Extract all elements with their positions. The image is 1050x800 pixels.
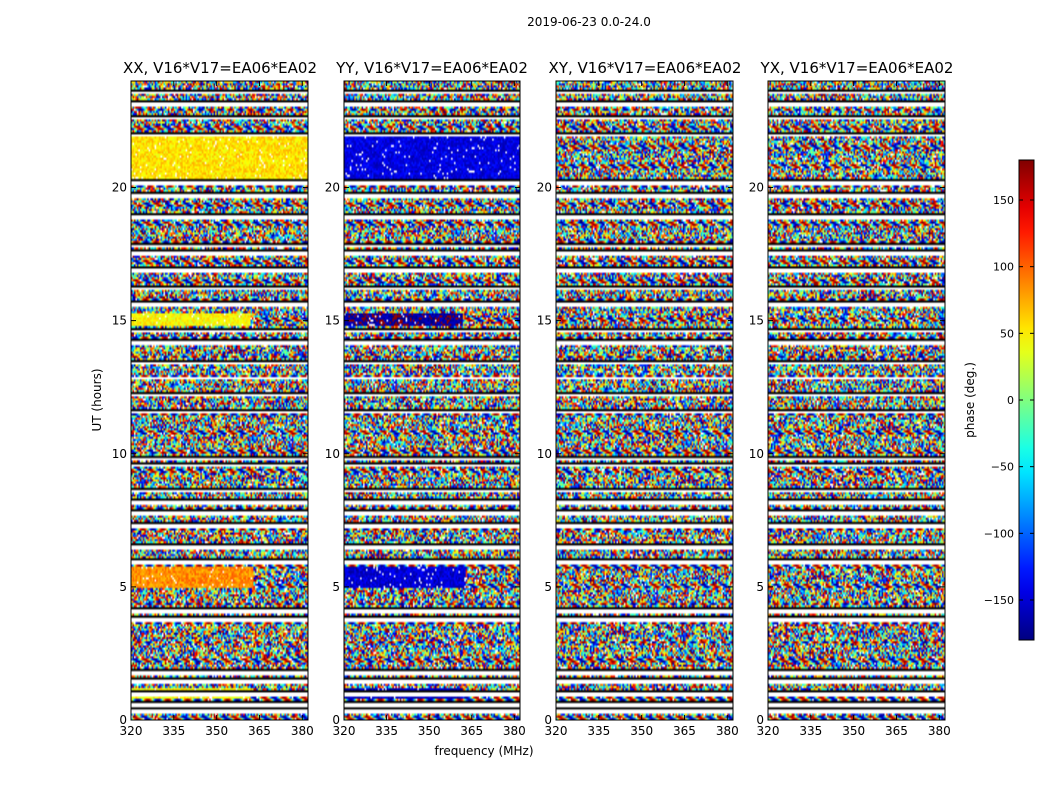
axes-frame-yx (767, 80, 946, 721)
heatmap-yy (344, 81, 520, 720)
y-tick-label: 5 (332, 580, 340, 594)
panel-title-xx: XX, V16*V17=EA06*EA02 (123, 59, 317, 77)
y-tick-label: 0 (544, 713, 552, 727)
panel-title-yx: YX, V16*V17=EA06*EA02 (760, 59, 954, 77)
colorbar-label: phase (deg.) (963, 362, 977, 438)
y-tick-label: 0 (332, 713, 340, 727)
x-tick-label: 350 (630, 724, 653, 738)
x-tick-label: 320 (333, 724, 356, 738)
x-tick-label: 335 (162, 724, 185, 738)
x-ticks-xy: 320 335 350 365 380 (545, 81, 739, 738)
axes-frame-yy (343, 80, 521, 721)
panel-title-yy: YY, V16*V17=EA06*EA02 (335, 59, 528, 77)
heatmap-yx (768, 81, 945, 720)
x-tick-label: 320 (120, 724, 143, 738)
x-ticks-yy: 320 335 350 365 380 (333, 81, 526, 738)
colorbar-tick-label: −50 (991, 461, 1014, 474)
x-tick-label: 335 (375, 724, 398, 738)
x-tick-label: 335 (587, 724, 610, 738)
y-tick-label: 10 (325, 447, 340, 461)
x-tick-label: 380 (716, 724, 739, 738)
heatmap-xy (556, 81, 733, 720)
panel-xy: XY, V16*V17=EA06*EA02 320 335 350 365 380 0 5… (537, 59, 742, 738)
y-tick-label: 10 (112, 447, 127, 461)
panel-yx: YX, V16*V17=EA06*EA02 320 335 350 365 380 0 5… (749, 59, 954, 738)
x-tick-label: 380 (503, 724, 526, 738)
colorbar-tick-label: −100 (984, 527, 1014, 540)
axes-frame-xx (130, 80, 309, 721)
colorbar-tick-label: −150 (984, 594, 1014, 607)
x-tick-label: 365 (885, 724, 908, 738)
y-ticks-yy: 0 5 10 15 20 (325, 181, 520, 727)
x-axis-label: frequency (MHz) (434, 744, 533, 758)
y-tick-label: 20 (112, 181, 127, 195)
x-tick-label: 320 (757, 724, 780, 738)
y-tick-label: 10 (537, 447, 552, 461)
x-ticks-xx: 320 335 350 365 380 (120, 81, 314, 738)
panel-yy: YY, V16*V17=EA06*EA02 320 335 350 365 380 0 5… (325, 59, 528, 738)
x-tick-label: 365 (673, 724, 696, 738)
y-tick-label: 0 (756, 713, 764, 727)
x-tick-label: 365 (460, 724, 483, 738)
y-tick-label: 5 (119, 580, 127, 594)
colorbar: 150 100 50 0 −50 −100 −150 phase (deg.) (963, 159, 1035, 641)
colorbar-tick-label: 50 (1000, 327, 1014, 340)
x-ticks-yx: 320 335 350 365 380 (757, 81, 951, 738)
heatmap-xx (131, 81, 308, 720)
y-tick-label: 0 (119, 713, 127, 727)
y-ticks-xy: 0 5 10 15 20 (537, 181, 733, 727)
x-tick-label: 365 (248, 724, 271, 738)
axes-frame-xy (555, 80, 734, 721)
panel-title-xy: XY, V16*V17=EA06*EA02 (549, 59, 742, 77)
y-tick-label: 15 (537, 314, 552, 328)
x-tick-label: 380 (928, 724, 951, 738)
x-tick-label: 350 (205, 724, 228, 738)
x-tick-label: 350 (842, 724, 865, 738)
x-tick-label: 350 (418, 724, 441, 738)
colorbar-tick-label: 0 (1007, 394, 1014, 407)
y-ticks-yx: 0 5 10 15 20 (749, 181, 945, 727)
colorbar-tick-label: 100 (993, 261, 1014, 274)
y-tick-label: 20 (325, 181, 340, 195)
y-tick-label: 15 (112, 314, 127, 328)
y-axis-label: UT (hours) (90, 368, 104, 431)
x-tick-label: 320 (545, 724, 568, 738)
y-tick-label: 15 (325, 314, 340, 328)
figure-title: 2019-06-23 0.0-24.0 (527, 15, 651, 29)
colorbar-ticks: 150 100 50 0 −50 −100 −150 (984, 194, 1034, 607)
y-tick-label: 20 (749, 181, 764, 195)
y-tick-label: 5 (544, 580, 552, 594)
y-ticks-xx: 0 5 10 15 20 (112, 181, 308, 727)
panel-xx: XX, V16*V17=EA06*EA02 320 335 350 365 380 0 5… (112, 59, 317, 738)
y-tick-label: 15 (749, 314, 764, 328)
x-tick-label: 380 (291, 724, 314, 738)
colorbar-tick-label: 150 (993, 194, 1014, 207)
y-tick-label: 20 (537, 181, 552, 195)
y-tick-label: 5 (756, 580, 764, 594)
x-tick-label: 335 (799, 724, 822, 738)
y-tick-label: 10 (749, 447, 764, 461)
